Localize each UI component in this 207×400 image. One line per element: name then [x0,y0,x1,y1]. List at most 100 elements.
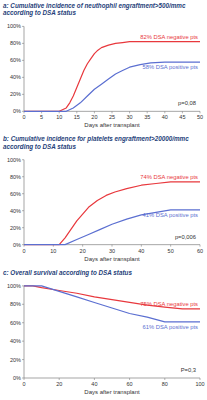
x-tick-label: 0 [22,248,25,254]
x-tick-label: 50 [197,114,203,120]
plot-area [24,182,200,245]
x-tick [112,245,113,247]
y-tick-label: 60% [10,320,21,326]
annotation: p=0,08 [178,100,196,106]
y-tick [22,159,24,160]
y-tick-label: 40% [10,208,21,214]
x-tick-label: 10 [56,114,62,120]
x-tick-label: 20 [91,114,97,120]
x-tick-label: 0 [22,114,25,120]
title: c: Overall survival according to DSA sta… [3,269,132,277]
x-tick [76,111,77,113]
y-tick [22,193,24,194]
y-tick [22,359,24,360]
series-line [24,286,200,322]
x-tick [164,378,165,380]
series-line [24,42,200,112]
x-axis-label: Days after transplant [84,122,140,128]
series-label: 82% DSA negative pts [140,34,198,40]
x-axis-label: Days after transplant [84,389,140,395]
y-tick-label: 100% [7,157,21,163]
title: a: Cumulative incidence of neuthophil en… [3,2,186,17]
y-tick-label: 40% [10,338,21,344]
x-axis-label: Days after transplant [84,256,140,262]
x-tick-label: 20 [80,248,86,254]
title-line: according to DSA status [3,9,76,17]
x-tick-label: 0 [22,381,25,387]
title-line: according to DSA status [3,143,76,151]
x-tick [200,111,201,113]
y-tick-label: 100% [7,283,21,289]
y-tick [22,304,24,305]
y-tick [22,322,24,323]
plot-area [24,42,200,112]
x-tick [141,245,142,247]
x-axis [24,378,200,379]
y-axis [24,286,25,378]
series-line [24,182,200,245]
x-tick [94,111,95,113]
series-label: 75% DSA negative pts [140,301,198,307]
series-line [24,210,200,245]
panel: c: Overall survival according to DSA sta… [3,269,205,395]
y-axis [24,26,25,111]
y-tick-label: 80% [10,174,21,180]
x-tick [164,111,165,113]
x-tick-label: 50 [168,248,174,254]
x-tick-label: 80 [162,381,168,387]
x-tick-label: 20 [56,381,62,387]
y-tick-label: 80% [10,40,21,46]
x-tick-label: 100 [195,381,204,387]
x-tick-label: 15 [74,114,80,120]
y-tick-label: 20% [10,357,21,363]
x-tick [129,111,130,113]
panel: a: Cumulative incidence of neuthophil en… [3,2,203,128]
y-tick [22,77,24,78]
x-tick [82,245,83,247]
y-tick-label: 80% [10,301,21,307]
y-tick-label: 20% [10,91,21,97]
x-tick [200,378,201,380]
x-tick-label: 35 [144,114,150,120]
y-tick [22,43,24,44]
y-tick-label: 0% [13,242,21,248]
x-tick [170,245,171,247]
x-tick-label: 10 [50,248,56,254]
x-tick [129,378,130,380]
y-tick [22,285,24,286]
x-tick [182,111,183,113]
x-tick [94,378,95,380]
y-tick [22,26,24,27]
x-tick [147,111,148,113]
x-tick-label: 40 [138,248,144,254]
x-tick [112,111,113,113]
x-tick [200,245,201,247]
y-tick [22,60,24,61]
y-tick [22,210,24,211]
y-tick [22,94,24,95]
annotation: P=0,3 [181,367,196,373]
y-tick [22,227,24,228]
x-tick-label: 5 [40,114,43,120]
x-tick [24,378,25,380]
series-line [24,286,200,309]
y-tick-label: 40% [10,74,21,80]
plot-area [24,286,200,322]
x-tick-label: 40 [91,381,97,387]
x-tick-label: 25 [109,114,115,120]
figure: a: Cumulative incidence of neuthophil en… [0,0,207,400]
x-tick-label: 60 [197,248,203,254]
x-tick [59,378,60,380]
y-tick [22,341,24,342]
y-tick [22,176,24,177]
series-label: 74% DSA negative pts [140,174,198,180]
x-tick-label: 30 [109,248,115,254]
series-label: 58% DSA positive pts [143,64,199,70]
y-axis [24,160,25,245]
x-tick-label: 60 [127,381,133,387]
y-tick-label: 60% [10,191,21,197]
x-tick-label: 30 [127,114,133,120]
y-tick-label: 0% [13,108,21,114]
y-tick-label: 60% [10,57,21,63]
title: b: Cumulative incidence for platelets en… [3,135,189,150]
